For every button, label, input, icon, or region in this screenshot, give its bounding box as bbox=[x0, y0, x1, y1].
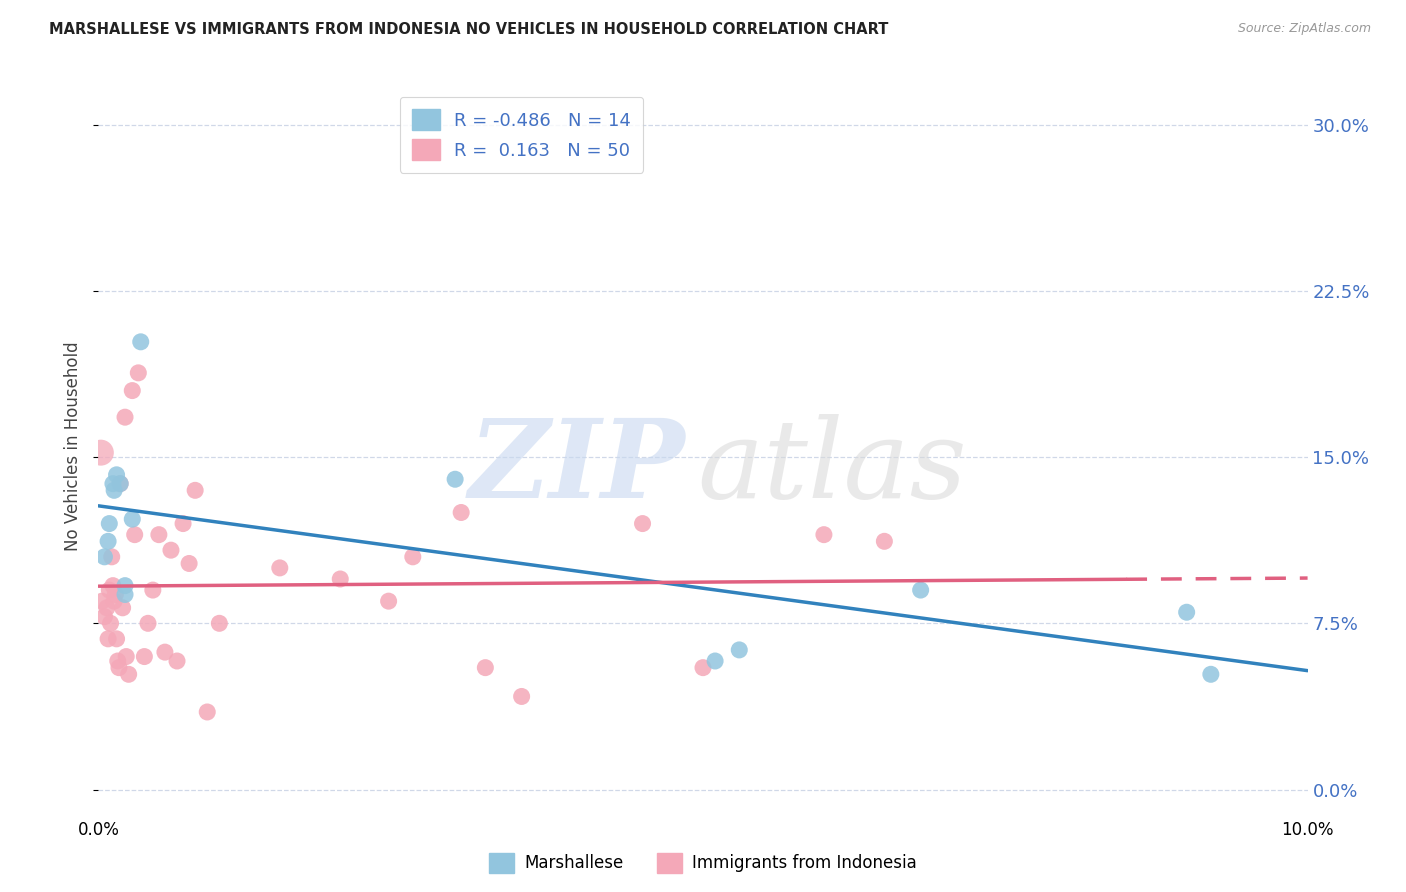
Point bbox=[105, 467, 128, 482]
Point bbox=[114, 587, 136, 601]
Legend: Marshallese, Immigrants from Indonesia: Marshallese, Immigrants from Indonesia bbox=[482, 847, 924, 880]
Point bbox=[134, 649, 156, 664]
Point bbox=[813, 527, 835, 541]
Point bbox=[142, 583, 165, 598]
Point bbox=[450, 506, 472, 520]
Point bbox=[1175, 605, 1198, 619]
Point bbox=[121, 512, 143, 526]
Point bbox=[103, 594, 125, 608]
Point bbox=[96, 600, 118, 615]
Point bbox=[97, 534, 120, 549]
Text: atlas: atlas bbox=[697, 414, 966, 522]
Point bbox=[172, 516, 194, 531]
Point bbox=[114, 579, 136, 593]
Point bbox=[136, 616, 159, 631]
Point bbox=[873, 534, 896, 549]
Point bbox=[101, 476, 124, 491]
Point bbox=[93, 609, 115, 624]
Point bbox=[148, 527, 170, 541]
Point bbox=[208, 616, 231, 631]
Point bbox=[114, 410, 136, 425]
Point bbox=[153, 645, 176, 659]
Point bbox=[93, 549, 115, 564]
Point bbox=[101, 579, 124, 593]
Point bbox=[108, 476, 131, 491]
Point bbox=[91, 594, 114, 608]
Point bbox=[510, 690, 533, 704]
Point bbox=[377, 594, 399, 608]
Point bbox=[115, 649, 138, 664]
Point bbox=[402, 549, 425, 564]
Point bbox=[728, 643, 751, 657]
Point bbox=[129, 334, 152, 349]
Point bbox=[910, 583, 932, 598]
Point bbox=[1199, 667, 1222, 681]
Point bbox=[98, 516, 121, 531]
Legend: R = -0.486   N = 14, R =  0.163   N = 50: R = -0.486 N = 14, R = 0.163 N = 50 bbox=[399, 96, 644, 173]
Point bbox=[107, 654, 129, 668]
Point bbox=[444, 472, 467, 486]
Point bbox=[111, 600, 134, 615]
Y-axis label: No Vehicles in Household: No Vehicles in Household bbox=[65, 341, 83, 551]
Point bbox=[108, 476, 131, 491]
Point bbox=[121, 384, 143, 398]
Point bbox=[474, 660, 496, 674]
Point bbox=[118, 667, 141, 681]
Point bbox=[195, 705, 218, 719]
Point bbox=[100, 549, 122, 564]
Text: MARSHALLESE VS IMMIGRANTS FROM INDONESIA NO VEHICLES IN HOUSEHOLD CORRELATION CH: MARSHALLESE VS IMMIGRANTS FROM INDONESIA… bbox=[49, 22, 889, 37]
Point bbox=[105, 632, 128, 646]
Point bbox=[179, 557, 201, 571]
Text: Source: ZipAtlas.com: Source: ZipAtlas.com bbox=[1237, 22, 1371, 36]
Point bbox=[90, 445, 112, 459]
Point bbox=[127, 366, 149, 380]
Point bbox=[631, 516, 654, 531]
Point bbox=[100, 616, 122, 631]
Point bbox=[97, 632, 120, 646]
Point bbox=[103, 483, 125, 498]
Point bbox=[124, 527, 146, 541]
Point bbox=[184, 483, 207, 498]
Point bbox=[692, 660, 714, 674]
Point bbox=[104, 587, 127, 601]
Point bbox=[108, 660, 131, 674]
Point bbox=[329, 572, 352, 586]
Point bbox=[166, 654, 188, 668]
Point bbox=[704, 654, 727, 668]
Text: ZIP: ZIP bbox=[468, 414, 685, 522]
Point bbox=[98, 583, 121, 598]
Point bbox=[269, 561, 291, 575]
Point bbox=[160, 543, 183, 558]
